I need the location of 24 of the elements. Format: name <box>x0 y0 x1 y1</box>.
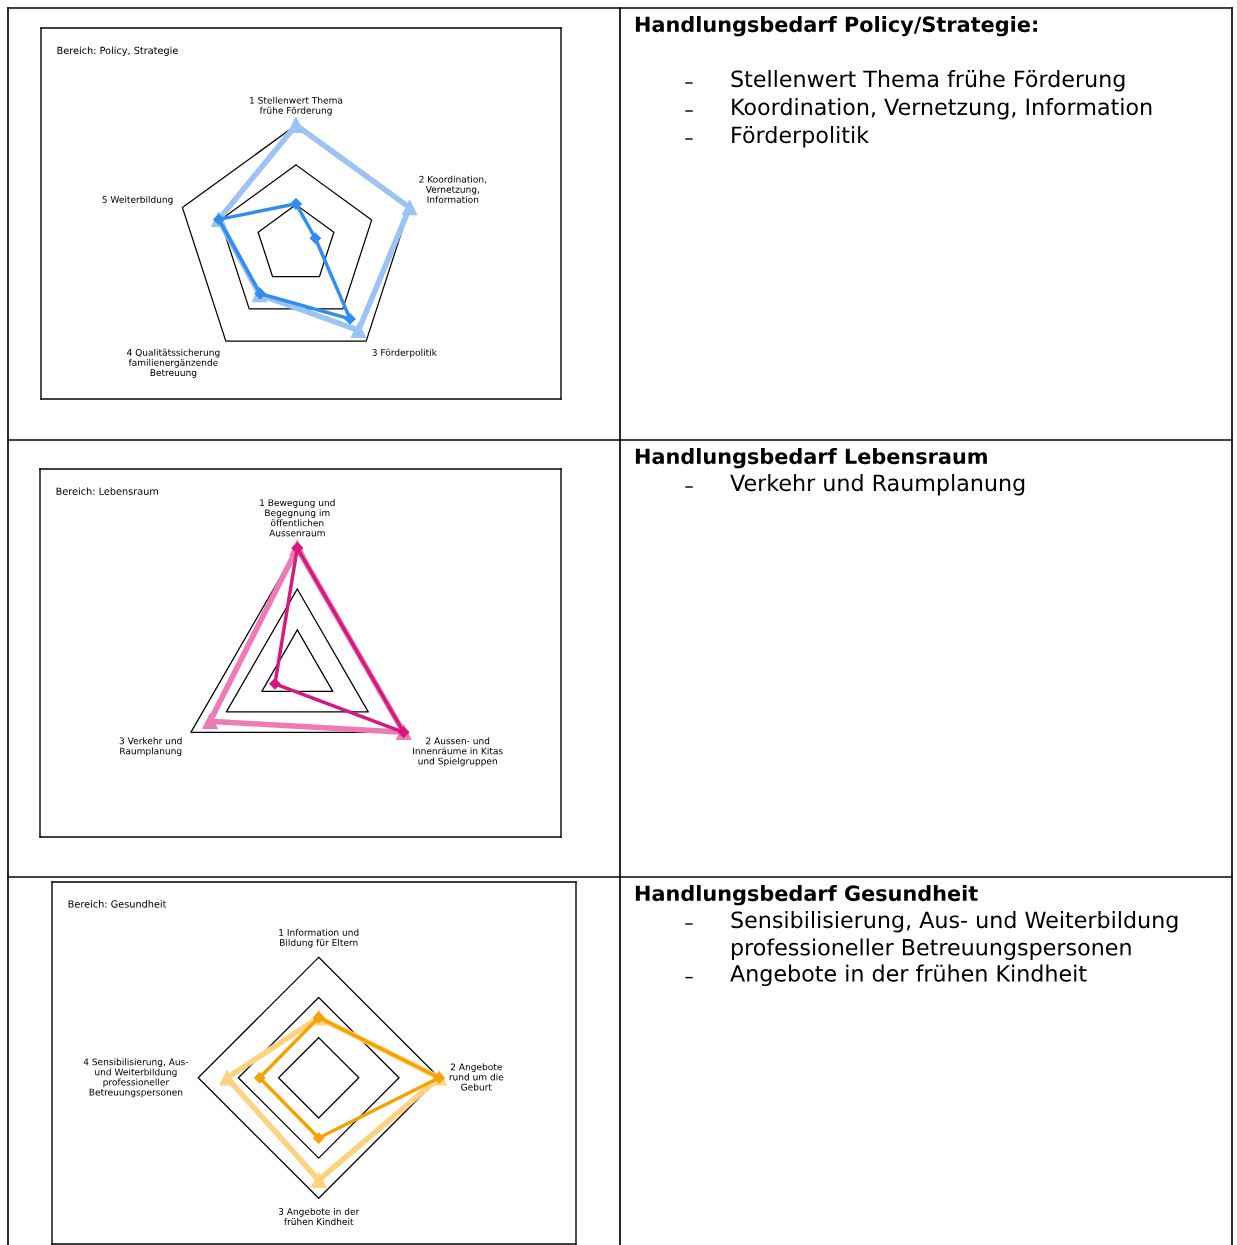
text: Handlungsbedarf Gesundheit <box>635 885 978 906</box>
spoke-label: 3 Verkehr und Raumplanung <box>119 737 182 757</box>
spoke-label: 4 Qualitätssicherung familienergänzende Betreuung <box>127 348 220 378</box>
text: Koordination, Vernetzung, Information <box>732 98 1152 120</box>
spoke-label: 2 Angebote rund um die Geburt <box>449 1063 504 1091</box>
text: Förderpolitik <box>732 126 869 148</box>
spoke-label: 2 Aussen- und Innenräume in Kitas und Spielgruppen <box>413 737 503 767</box>
spoke-label: 3 Förderpolitik <box>372 348 437 358</box>
spoke-label: 4 Sensibilisierung, Aus- und Weiterbildung professioneller Betreuungspersonen <box>83 1058 189 1098</box>
spoke-label: 3 Angebote in der frühen Kindheit <box>278 1207 360 1226</box>
text: Handlungsbedarf Policy/Strategie: <box>635 16 1037 37</box>
spoke-label: 1 Bewegung und Begegnung im öffentlichen Aussenraum <box>260 499 335 537</box>
spoke-label: 1 Information und Bildung für Eltern <box>279 928 359 948</box>
spoke-label: 1 Stellenwert Thema frühe Förderung <box>250 96 343 116</box>
spoke-label: 5 Weiterbildung <box>102 195 173 205</box>
chart-title: Bereich: Gesundheit <box>68 900 167 908</box>
chart-title: Bereich: Policy, Strategie <box>57 46 178 56</box>
chart-title: Bereich: Lebensraum <box>56 487 158 495</box>
text: Sensibilisierung, Aus- und Weiterbildung professioneller Betreuungspersonen <box>731 911 1178 960</box>
text: Stellenwert Thema frühe Förderung <box>731 70 1125 92</box>
text: Handlungsbedarf Lebensraum <box>635 448 987 469</box>
spoke-label: 2 Koordination, Vernetzung, Information <box>419 175 487 203</box>
text: Verkehr und Raumplanung <box>730 474 1025 496</box>
text: Angebote in der frühen Kindheit <box>730 964 1087 987</box>
